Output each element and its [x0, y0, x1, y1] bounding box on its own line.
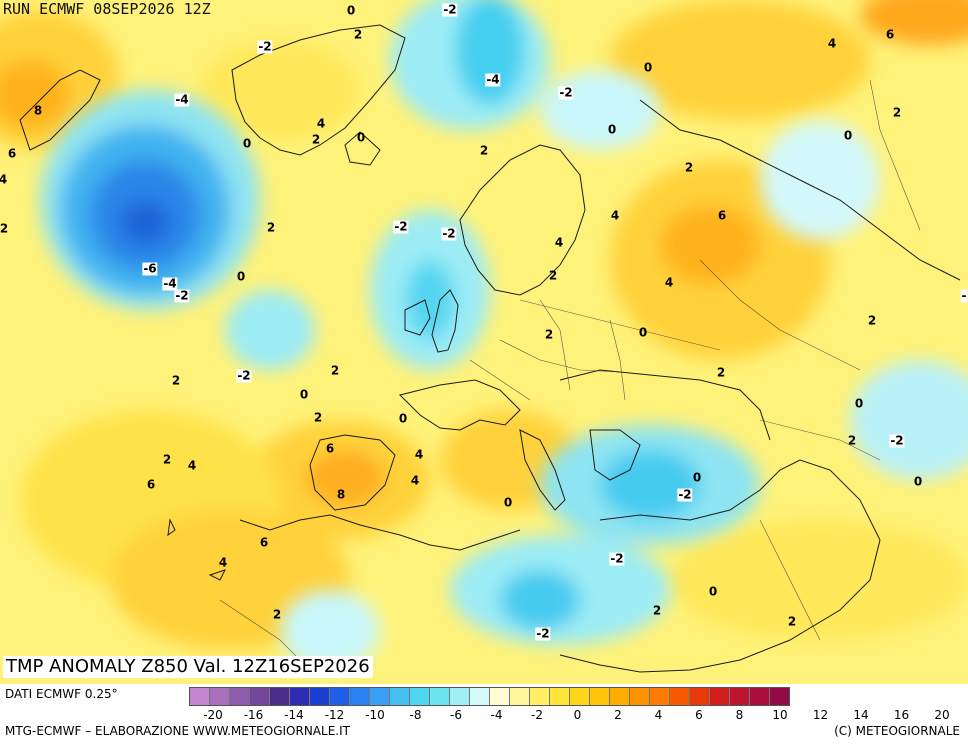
color-swatch: [610, 688, 630, 705]
border-lines: [219, 79, 921, 661]
color-swatch: [570, 688, 590, 705]
color-swatch: [210, 688, 230, 705]
scale-tick-label: -8: [409, 708, 422, 722]
coastline-outlines: [19, 24, 961, 673]
scale-tick-label: 16: [893, 708, 910, 722]
color-swatch: [510, 688, 530, 705]
color-swatch: [350, 688, 370, 705]
scale-tick-label: -16: [243, 708, 264, 722]
color-swatch: [670, 688, 690, 705]
color-swatch: [730, 688, 750, 705]
color-swatch: [530, 688, 550, 705]
scale-tick-label: 6: [695, 708, 703, 722]
color-swatch: [290, 688, 310, 705]
scale-tick-label: -14: [284, 708, 304, 722]
data-source-label: DATI ECMWF 0.25°: [5, 687, 118, 701]
color-swatch: [230, 688, 250, 705]
color-swatch: [590, 688, 610, 705]
scale-tick-label: -4: [490, 708, 503, 722]
scale-tick-label: 8: [735, 708, 744, 722]
map-title: TMP ANOMALY Z850 Val. 12Z16SEP2026: [3, 656, 373, 678]
color-swatch: [650, 688, 670, 705]
color-swatch: [250, 688, 270, 705]
color-swatch: [550, 688, 570, 705]
scale-tick-label: 10: [772, 708, 788, 722]
scale-tick-label: -20: [203, 708, 223, 722]
color-swatch: [190, 688, 210, 705]
color-swatch: [430, 688, 450, 705]
color-swatch: [490, 688, 510, 705]
color-swatch: [770, 688, 789, 705]
scale-tick-label: 14: [853, 708, 869, 722]
scale-tick-label: -12: [324, 708, 345, 722]
color-swatch: [470, 688, 490, 705]
color-swatch: [330, 688, 350, 705]
color-swatch: [370, 688, 390, 705]
credit-left: MTG-ECMWF – ELABORAZIONE WWW.METEOGIORNA…: [5, 724, 350, 738]
color-swatch: [410, 688, 430, 705]
scale-tick-label: 20: [934, 708, 950, 722]
scale-tick-label: -2: [531, 708, 543, 722]
color-swatch: [270, 688, 290, 705]
scale-tick-label: -10: [365, 708, 385, 722]
color-swatch: [750, 688, 770, 705]
scale-tick-label: 4: [654, 708, 663, 722]
color-swatch: [710, 688, 730, 705]
color-swatch: [390, 688, 410, 705]
color-swatch: [630, 688, 650, 705]
scale-tick-label: 0: [573, 708, 582, 722]
credit-right: (C) METEOGIORNALE: [834, 724, 960, 738]
run-title: RUN ECMWF 08SEP2026 12Z: [3, 0, 211, 18]
color-swatch: [450, 688, 470, 705]
anomaly-map: [0, 0, 968, 684]
scale-tick-label: 2: [614, 708, 622, 722]
color-scale-bar: [189, 687, 790, 706]
color-swatch: [310, 688, 330, 705]
scale-tick-label: -6: [450, 708, 462, 722]
scale-tick-label: 12: [812, 708, 829, 722]
color-swatch: [690, 688, 710, 705]
